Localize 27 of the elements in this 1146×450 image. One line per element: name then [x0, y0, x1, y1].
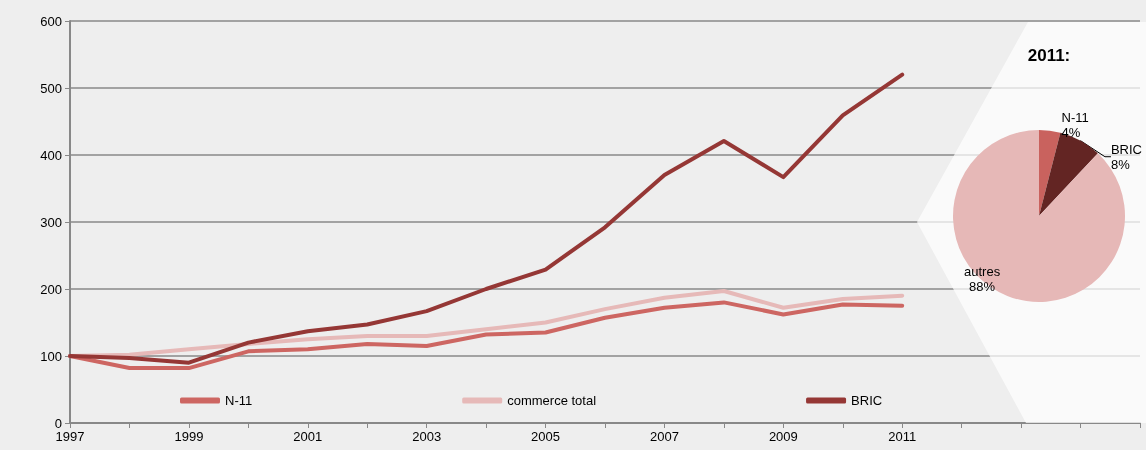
line-series: [68, 289, 905, 358]
data-label: 4%: [1061, 124, 1081, 140]
legend-label: N-11: [225, 393, 253, 408]
y-tick-label: 200: [40, 281, 62, 297]
chart-title: 2011:: [1027, 46, 1071, 65]
x-tick-label: 2009: [768, 429, 798, 444]
x-tick-label: 1999: [174, 429, 204, 444]
slice-label: autres: [964, 263, 1001, 279]
y-tick-label: 300: [40, 214, 62, 230]
line-series: [68, 72, 905, 365]
y-tick-label: 600: [40, 13, 62, 29]
data-label: 8%: [1110, 156, 1131, 172]
x-tick-label: 2003: [412, 429, 442, 444]
slice-label: N-11: [1061, 109, 1089, 125]
y-tick-label: 0: [54, 415, 62, 431]
y-tick-label: 500: [40, 80, 62, 96]
x-tick-label: 2007: [649, 429, 679, 444]
x-tick-label: 2001: [293, 429, 323, 444]
data-label: 88%: [969, 278, 996, 294]
slice-label: BRIC: [1110, 141, 1142, 157]
legend-label: commerce total: [507, 393, 597, 408]
x-tick-label: 2011: [888, 429, 917, 444]
y-tick-label: 400: [40, 147, 62, 163]
y-tick-label: 100: [40, 348, 62, 364]
x-tick-label: 2005: [531, 429, 561, 444]
x-tick-label: 1997: [55, 429, 85, 444]
legend-label: BRIC: [851, 393, 883, 408]
